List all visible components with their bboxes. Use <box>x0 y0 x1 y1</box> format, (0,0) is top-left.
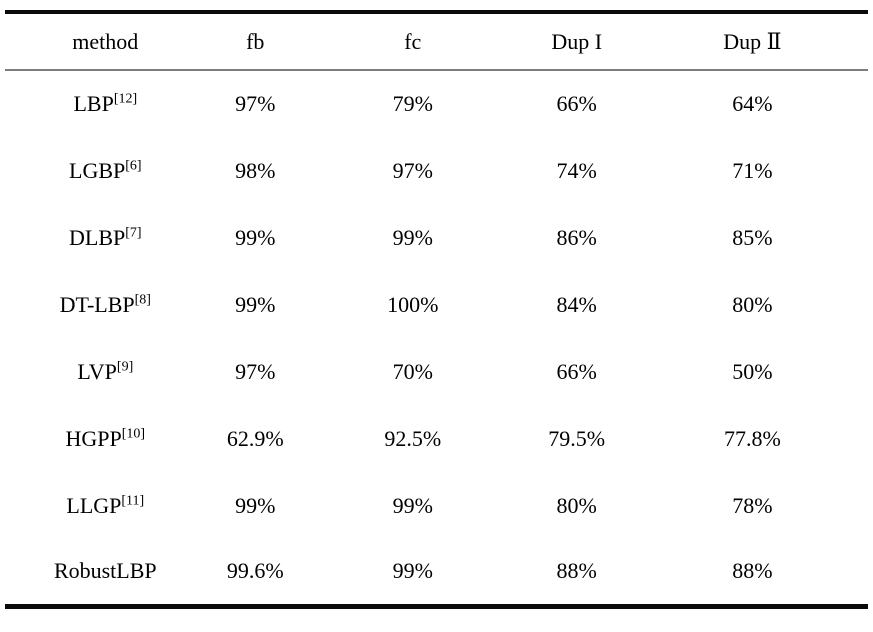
method-name: HGPP <box>65 425 122 451</box>
value-cell: 66% <box>556 358 597 384</box>
table-row: DLBP[7] 99% 99% 86% 85% <box>5 204 868 271</box>
table-row: LLGP[11] 99% 99% 80% 78% <box>5 472 868 539</box>
value-cell: 99% <box>235 224 276 250</box>
method-cell: DT-LBP[8] <box>5 271 178 338</box>
value-cell: 97% <box>392 157 433 183</box>
value-cell: 99.6% <box>226 558 284 584</box>
table-row: RobustLBP 99.6% 99% 88% 88% <box>5 539 868 606</box>
table-row: LGBP[6] 98% 97% 74% 71% <box>5 137 868 204</box>
value-cell: 97% <box>235 91 276 116</box>
method-name: LGBP <box>69 157 126 183</box>
method-cell: LGBP[6] <box>5 137 178 204</box>
method-cell: DLBP[7] <box>5 204 178 271</box>
header-fc: fc <box>404 28 422 54</box>
value-cell: 99% <box>235 492 276 518</box>
method-name: LLGP <box>66 492 122 518</box>
value-cell: 99% <box>235 291 276 317</box>
citation-ref: [7] <box>125 225 142 241</box>
value-cell: 86% <box>556 224 597 250</box>
value-cell: 78% <box>732 492 773 518</box>
value-cell: 70% <box>392 358 433 384</box>
method-name: LBP <box>73 91 114 116</box>
value-cell: 50% <box>732 358 773 384</box>
value-cell: 79% <box>392 91 433 116</box>
table-row: HGPP[10] 62.9% 92.5% 79.5% 77.8% <box>5 405 868 472</box>
method-cell: LLGP[11] <box>5 472 178 539</box>
table-row: LBP[12] 97% 79% 66% 64% <box>5 70 868 137</box>
value-cell: 99% <box>392 492 433 518</box>
value-cell: 92.5% <box>384 425 442 451</box>
table-body: LBP[12] 97% 79% 66% 64% LGBP[6] 98% 97% … <box>5 70 868 606</box>
header-method: method <box>72 28 139 54</box>
citation-ref: [6] <box>125 158 142 174</box>
value-cell: 66% <box>556 91 597 116</box>
header-fb: fb <box>246 28 265 54</box>
value-cell: 77.8% <box>724 425 781 451</box>
header-dup1: Dup I <box>551 28 603 54</box>
table-header: method fb fc Dup I Dup Ⅱ <box>5 12 868 70</box>
citation-ref: [12] <box>113 91 138 107</box>
method-name: DLBP <box>69 224 126 250</box>
value-cell: 71% <box>732 157 773 183</box>
value-cell: 99% <box>392 558 433 584</box>
value-cell: 84% <box>556 291 597 317</box>
citation-ref: [11] <box>121 493 145 509</box>
method-name: LVP <box>77 358 117 384</box>
value-cell: 88% <box>732 558 773 584</box>
method-cell: HGPP[10] <box>5 405 178 472</box>
value-cell: 74% <box>556 157 597 183</box>
method-cell: LVP[9] <box>5 338 178 405</box>
header-dup2: Dup Ⅱ <box>723 28 782 54</box>
value-cell: 64% <box>732 91 773 116</box>
citation-ref: [9] <box>116 359 134 375</box>
value-cell: 97% <box>235 358 276 384</box>
method-name: DT-LBP <box>59 291 135 317</box>
table-row: LVP[9] 97% 70% 66% 50% <box>5 338 868 405</box>
method-cell: LBP[12] <box>5 70 178 137</box>
value-cell: 100% <box>387 291 439 317</box>
value-cell: 88% <box>556 558 597 584</box>
value-cell: 80% <box>556 492 597 518</box>
method-name: RobustLBP <box>53 558 157 584</box>
value-cell: 80% <box>732 291 773 317</box>
value-cell: 85% <box>732 224 773 250</box>
method-cell: RobustLBP <box>5 539 178 606</box>
citation-ref: [8] <box>134 292 151 308</box>
citation-ref: [10] <box>121 426 146 442</box>
value-cell: 79.5% <box>548 425 606 451</box>
value-cell: 62.9% <box>226 425 284 451</box>
header-row: method fb fc Dup I Dup Ⅱ <box>5 12 868 70</box>
value-cell: 98% <box>235 157 276 183</box>
results-table: method fb fc Dup I Dup Ⅱ LBP[12] 97% 79%… <box>5 10 868 609</box>
table-row: DT-LBP[8] 99% 100% 84% 80% <box>5 271 868 338</box>
value-cell: 99% <box>392 224 433 250</box>
